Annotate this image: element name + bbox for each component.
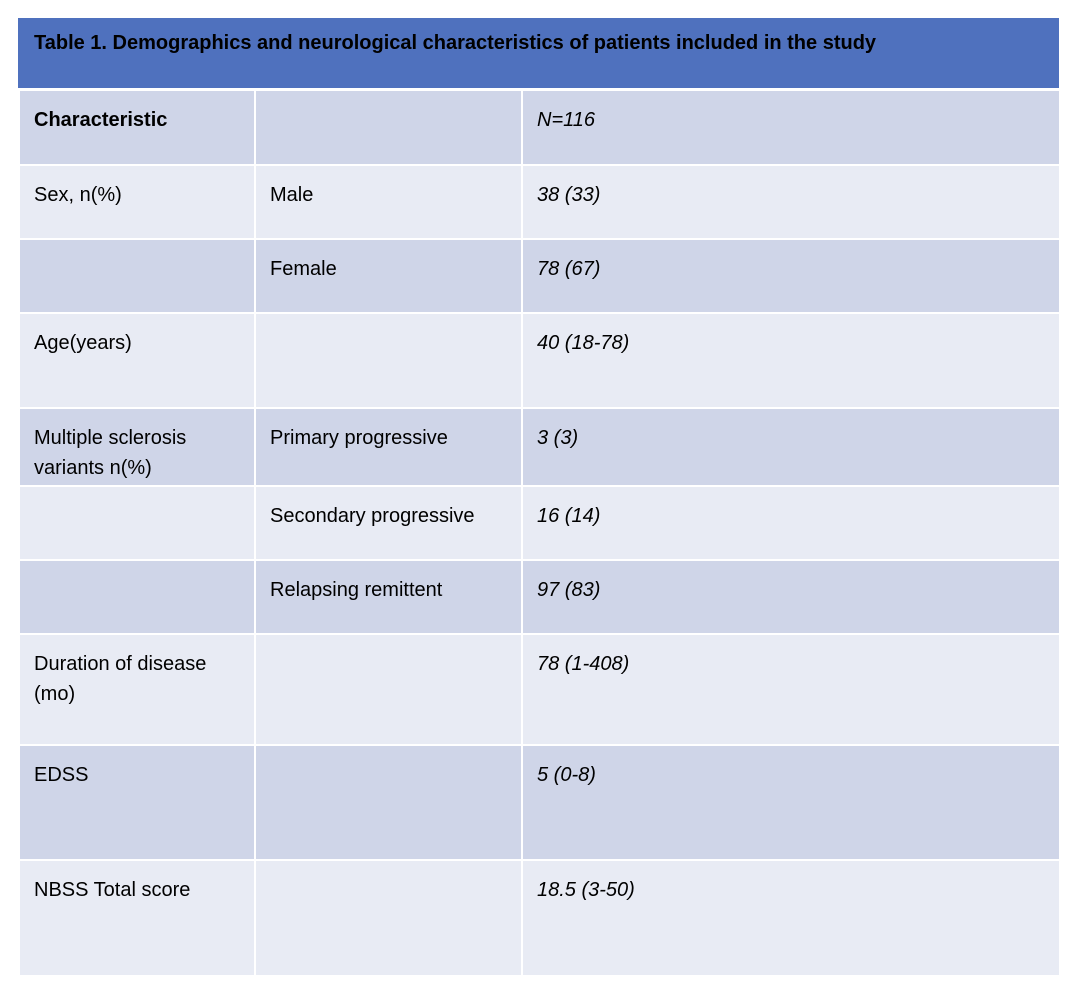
table-row: EDSS 5 (0-8) (18, 745, 1061, 861)
header-row: Characteristic N=116 (18, 91, 1061, 166)
table-row: Relapsing remittent 97 (83) (18, 560, 1061, 635)
cell-sub (254, 860, 523, 977)
cell-value: 97 (83) (521, 560, 1061, 635)
table-row: Age(years) 40 (18-78) (18, 313, 1061, 409)
header-characteristic: Characteristic (18, 91, 256, 166)
cell-characteristic: Sex, n(%) (18, 165, 256, 240)
table-title: Table 1. Demographics and neurological c… (18, 18, 1059, 91)
cell-value: 78 (1-408) (521, 634, 1061, 746)
cell-characteristic: Age(years) (18, 313, 256, 409)
cell-sub: Relapsing remittent (254, 560, 523, 635)
cell-value: 18.5 (3-50) (521, 860, 1061, 977)
cell-value: 78 (67) (521, 239, 1061, 314)
header-sub (254, 91, 523, 166)
cell-characteristic: Duration of disease (mo) (18, 634, 256, 746)
table-row: Secondary progressive 16 (14) (18, 486, 1061, 561)
cell-value: 40 (18-78) (521, 313, 1061, 409)
cell-value: 3 (3) (521, 408, 1061, 487)
cell-characteristic: Multiple sclerosis variants n(%) (18, 408, 256, 487)
table-row: Duration of disease (mo) 78 (1-408) (18, 634, 1061, 746)
cell-characteristic: EDSS (18, 745, 256, 861)
cell-sub (254, 634, 523, 746)
cell-sub: Primary progressive (254, 408, 523, 487)
demographics-table: Table 1. Demographics and neurological c… (18, 18, 1061, 977)
cell-value: 16 (14) (521, 486, 1061, 561)
cell-value: 38 (33) (521, 165, 1061, 240)
header-n: N=116 (521, 91, 1061, 166)
cell-sub: Secondary progressive (254, 486, 523, 561)
table-row: NBSS Total score 18.5 (3-50) (18, 860, 1061, 977)
cell-characteristic (18, 560, 256, 635)
cell-characteristic (18, 486, 256, 561)
table-row: Multiple sclerosis variants n(%) Primary… (18, 408, 1061, 487)
cell-sub: Male (254, 165, 523, 240)
cell-sub: Female (254, 239, 523, 314)
cell-sub (254, 313, 523, 409)
cell-sub (254, 745, 523, 861)
table-row: Female 78 (67) (18, 239, 1061, 314)
table-body: Characteristic N=116 Sex, n(%) Male 38 (… (18, 91, 1061, 977)
cell-characteristic: NBSS Total score (18, 860, 256, 977)
cell-value: 5 (0-8) (521, 745, 1061, 861)
cell-characteristic (18, 239, 256, 314)
table-row: Sex, n(%) Male 38 (33) (18, 165, 1061, 240)
